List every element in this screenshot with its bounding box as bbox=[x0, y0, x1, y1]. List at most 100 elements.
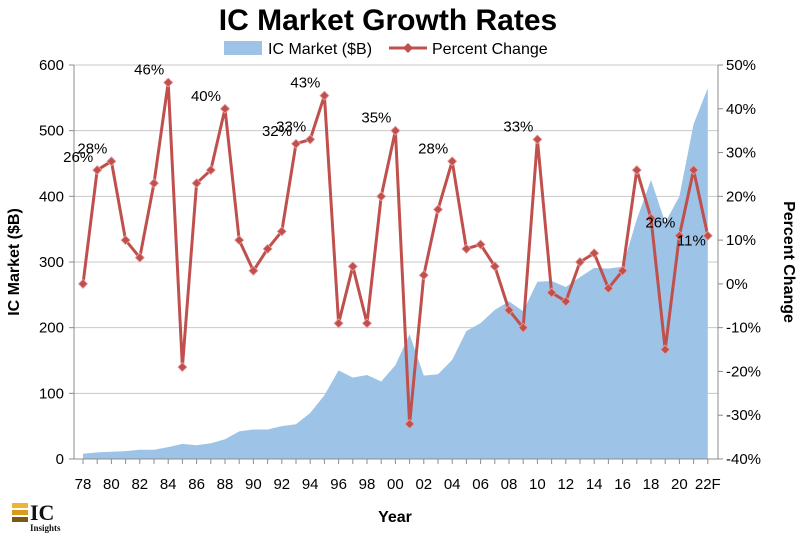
axes bbox=[69, 64, 723, 464]
x-tick-label: 78 bbox=[75, 476, 92, 493]
x-tick-label: 08 bbox=[501, 476, 518, 493]
x-tick-label: 98 bbox=[359, 476, 376, 493]
y-left-tick-label: 400 bbox=[39, 188, 64, 205]
percent-change-point bbox=[120, 235, 131, 246]
x-tick-label: 16 bbox=[614, 476, 631, 493]
legend-swatch-area bbox=[224, 41, 262, 55]
legend-label-ic-market: IC Market ($B) bbox=[268, 41, 372, 58]
percent-change-point bbox=[574, 256, 586, 268]
right-axis-ticks: -40% -30% -20% -10% 0% 10% 20% 30% 40% 50% bbox=[726, 57, 761, 468]
logo-bar-top bbox=[12, 503, 28, 508]
percent-change-point bbox=[319, 90, 330, 101]
percent-change-point bbox=[589, 248, 600, 259]
y-right-tick-label: -30% bbox=[726, 407, 761, 424]
y-right-tick-label: 20% bbox=[726, 188, 756, 205]
percent-change-point bbox=[560, 296, 571, 307]
percent-change-point bbox=[532, 134, 543, 145]
x-tick-label: 82 bbox=[131, 476, 148, 493]
left-axis-ticks: 0 100 200 300 400 500 600 bbox=[39, 57, 64, 468]
legend-label-percent-change: Percent Change bbox=[432, 41, 548, 58]
y-right-tick-label: 40% bbox=[726, 101, 756, 118]
percent-change-point bbox=[148, 178, 160, 189]
legend-swatch-marker bbox=[403, 43, 413, 53]
y-right-tick-label: 30% bbox=[726, 145, 756, 162]
y-axis-right-label: Percent Change bbox=[780, 201, 797, 323]
y-left-tick-label: 100 bbox=[39, 385, 64, 402]
x-tick-label: 84 bbox=[160, 476, 177, 493]
data-label: 43% bbox=[290, 75, 320, 92]
data-label: 28% bbox=[418, 140, 448, 157]
ic-insights-logo: IC Insights bbox=[12, 500, 61, 533]
percent-change-point bbox=[361, 318, 373, 329]
y-right-tick-label: -10% bbox=[726, 320, 761, 337]
x-tick-label: 10 bbox=[529, 476, 546, 493]
logo-subtext: Insights bbox=[30, 523, 61, 533]
percent-change-point bbox=[631, 165, 642, 176]
percent-change-point bbox=[290, 138, 302, 149]
percent-change-point bbox=[248, 265, 259, 276]
x-tick-label: 90 bbox=[245, 476, 262, 493]
x-tick-label: 22F bbox=[695, 476, 721, 493]
x-tick-label: 14 bbox=[586, 476, 603, 493]
data-label: 33% bbox=[276, 118, 306, 135]
percent-change-point bbox=[390, 125, 401, 136]
data-label: 40% bbox=[191, 88, 221, 105]
data-label: 28% bbox=[77, 140, 107, 157]
percent-change-point bbox=[432, 204, 444, 215]
logo-bar-middle bbox=[12, 510, 28, 515]
percent-change-point bbox=[219, 103, 231, 114]
percent-change-point bbox=[134, 252, 145, 263]
y-right-tick-label: 0% bbox=[726, 276, 748, 293]
data-label: 11% bbox=[677, 233, 706, 250]
x-tick-label: 20 bbox=[671, 476, 688, 493]
percent-change-point bbox=[177, 362, 188, 373]
data-label: 32% bbox=[262, 123, 292, 140]
y-right-tick-label: -40% bbox=[726, 451, 761, 468]
y-left-tick-label: 600 bbox=[39, 57, 64, 74]
data-label: 26% bbox=[645, 215, 675, 232]
data-label: 46% bbox=[134, 62, 164, 79]
percent-change-point bbox=[518, 322, 529, 333]
y-right-tick-label: -20% bbox=[726, 363, 761, 380]
percent-change-point bbox=[347, 261, 358, 272]
percent-change-point bbox=[276, 226, 287, 237]
y-left-tick-label: 200 bbox=[39, 320, 64, 337]
x-tick-label: 88 bbox=[217, 476, 234, 493]
logo-mark: IC bbox=[30, 500, 54, 525]
data-annotations: 26%28%46%40%32%33%43%35%28%33%26%11% bbox=[63, 62, 706, 250]
percent-change-point bbox=[163, 77, 174, 88]
x-tick-label: 00 bbox=[387, 476, 404, 493]
x-tick-label: 04 bbox=[444, 476, 461, 493]
chart-title: IC Market Growth Rates bbox=[219, 4, 557, 37]
percent-change-point bbox=[475, 239, 486, 250]
percent-change-point bbox=[77, 278, 89, 289]
percent-change-point bbox=[376, 191, 387, 202]
x-tick-label: 02 bbox=[415, 476, 432, 493]
percent-change-point bbox=[546, 287, 557, 298]
y-left-tick-label: 500 bbox=[39, 123, 64, 140]
percent-change-point bbox=[205, 165, 216, 176]
logo-bar-bottom bbox=[12, 517, 28, 522]
y-right-tick-label: 50% bbox=[726, 57, 756, 74]
percent-change-point bbox=[92, 165, 103, 176]
percent-change-point bbox=[418, 270, 429, 281]
x-tick-label: 94 bbox=[302, 476, 319, 493]
x-tick-label: 06 bbox=[472, 476, 489, 493]
y-left-tick-label: 300 bbox=[39, 254, 64, 271]
y-left-tick-label: 0 bbox=[56, 451, 64, 468]
ic-market-area bbox=[83, 87, 708, 459]
percent-change-point bbox=[404, 418, 415, 430]
data-label: 35% bbox=[361, 110, 391, 127]
percent-change-point bbox=[660, 344, 671, 355]
percent-change-point bbox=[688, 165, 699, 176]
percent-change-point bbox=[617, 265, 628, 276]
legend: IC Market ($B) Percent Change bbox=[224, 41, 548, 58]
x-tick-label: 96 bbox=[330, 476, 347, 493]
percent-change-point bbox=[674, 230, 685, 241]
percent-change-point bbox=[603, 283, 614, 294]
percent-change-point bbox=[702, 230, 713, 241]
percent-change-point bbox=[461, 243, 472, 254]
percent-change-point bbox=[234, 235, 245, 246]
percent-change-point bbox=[305, 134, 316, 145]
percent-change-point bbox=[106, 156, 117, 167]
